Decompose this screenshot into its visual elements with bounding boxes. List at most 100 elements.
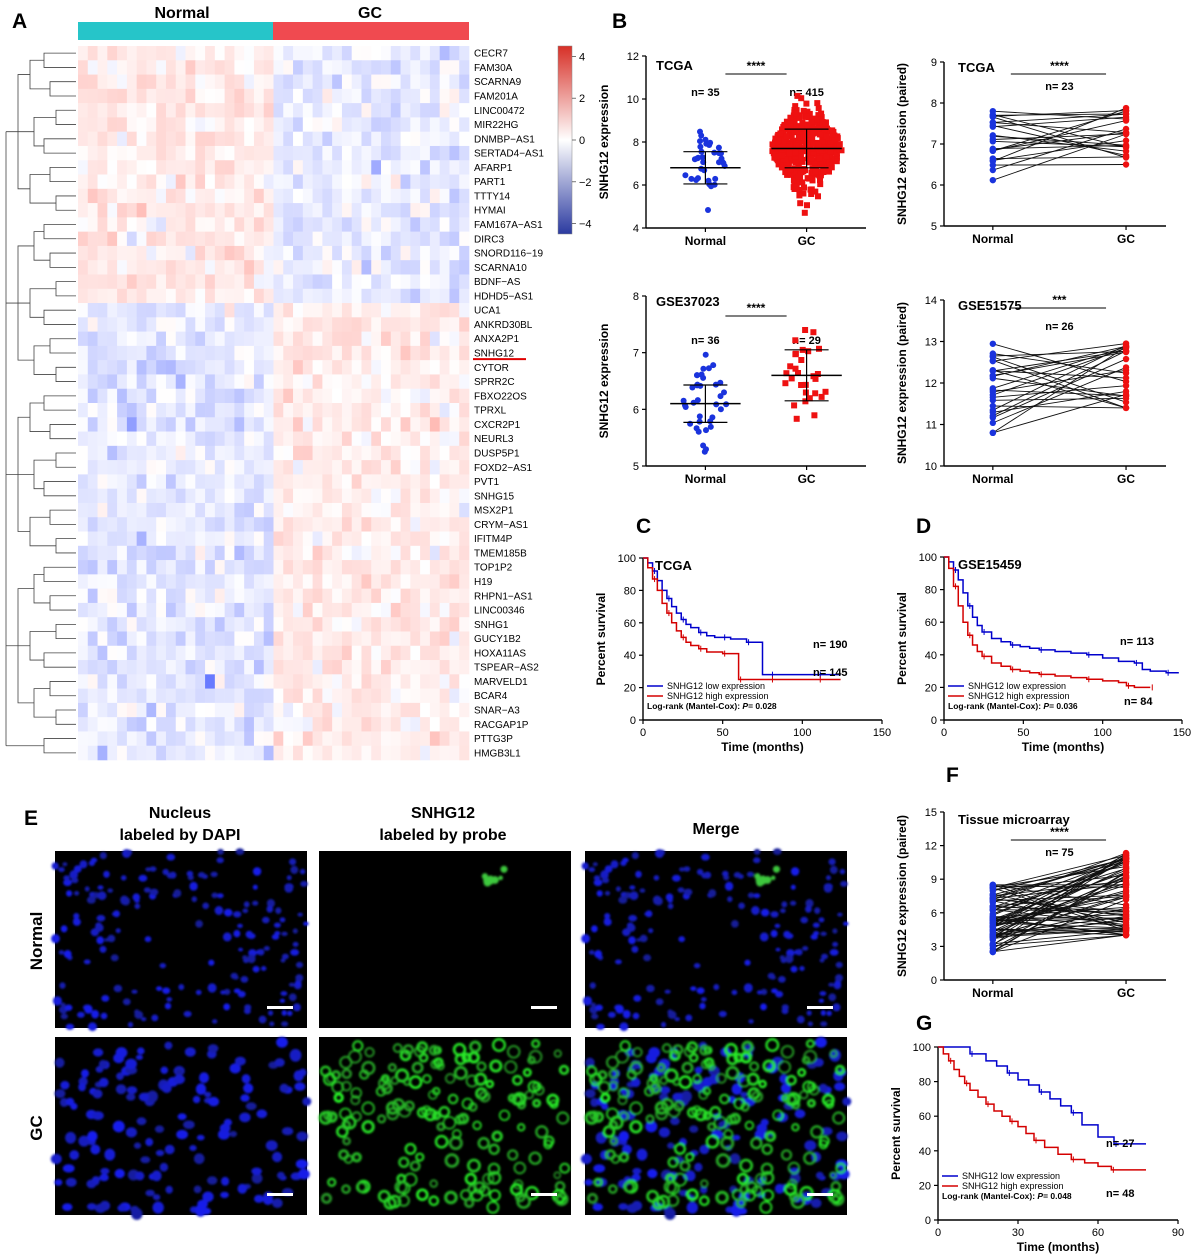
heatmap-cell xyxy=(400,745,411,761)
heatmap-cell xyxy=(97,588,108,604)
data-point xyxy=(716,159,722,166)
nucleus xyxy=(694,1162,703,1172)
probe-signal xyxy=(482,1173,495,1185)
heatmap-cell xyxy=(283,374,294,390)
heatmap-cell xyxy=(449,117,460,132)
nucleus xyxy=(790,900,797,906)
heatmap-cell xyxy=(195,517,206,532)
heatmap-cell xyxy=(322,702,333,718)
heatmap-cell xyxy=(371,702,382,718)
heatmap-cell xyxy=(420,717,431,732)
nucleus xyxy=(286,875,292,881)
heatmap-cell xyxy=(429,74,440,90)
heatmap-cell xyxy=(273,117,284,132)
nucleus xyxy=(130,1205,139,1214)
x-tick-label: 0 xyxy=(640,727,646,739)
heatmap-cell xyxy=(146,231,157,247)
heatmap-cell xyxy=(312,145,323,161)
heatmap-cell xyxy=(283,717,294,732)
heatmap-cell xyxy=(371,602,382,618)
heatmap-cell xyxy=(293,445,304,461)
heatmap-cell xyxy=(341,231,353,247)
gene-label: FOXD2−AS1 xyxy=(474,463,533,474)
nucleus xyxy=(693,963,701,969)
heatmap-cell xyxy=(263,474,274,489)
data-point xyxy=(770,144,777,151)
probe-signal xyxy=(355,1181,368,1193)
nucleus xyxy=(770,911,779,918)
heatmap-cell xyxy=(312,360,323,375)
y-tick-label: 7 xyxy=(633,348,639,360)
nucleus xyxy=(277,1171,285,1180)
nucleus xyxy=(281,953,289,960)
y-tick-label: 0 xyxy=(931,975,937,987)
heatmap-cell xyxy=(322,231,333,247)
heatmap-cell xyxy=(341,502,353,518)
heatmap-cell xyxy=(263,531,274,547)
data-point xyxy=(822,119,829,126)
heatmap-cell xyxy=(234,645,245,661)
heatmap-cell xyxy=(273,531,284,547)
nucleus xyxy=(62,862,68,867)
heatmap-cell xyxy=(136,602,147,618)
heatmap-cell xyxy=(312,545,323,561)
heatmap-cell xyxy=(205,560,216,575)
nucleus xyxy=(593,879,603,887)
nucleus xyxy=(774,923,781,929)
heatmap-cell xyxy=(302,602,313,618)
heatmap-cell xyxy=(312,131,323,147)
probe-signal xyxy=(527,1080,540,1093)
nucleus xyxy=(302,1097,312,1106)
heatmap-cell xyxy=(420,46,431,61)
nucleus xyxy=(593,875,601,881)
nucleus xyxy=(252,900,259,906)
heatmap-cell xyxy=(390,445,401,461)
gene-label: ANKRD30BL xyxy=(474,320,533,331)
heatmap-cell xyxy=(400,617,411,632)
heatmap-cell xyxy=(341,645,353,661)
heatmap-cell xyxy=(341,288,353,304)
probe-signal xyxy=(609,1115,624,1130)
gene-label: TMEM185B xyxy=(474,548,527,559)
heatmap-cell xyxy=(78,502,89,518)
nucleus xyxy=(252,965,260,973)
nucleus xyxy=(828,993,837,1002)
nucleus xyxy=(785,933,794,939)
data-point xyxy=(823,153,830,160)
nucleus xyxy=(88,1022,97,1032)
heatmap-cell xyxy=(107,517,118,532)
data-point xyxy=(787,166,794,173)
heatmap-cell xyxy=(136,545,147,561)
nucleus xyxy=(134,898,140,903)
heatmap-cell xyxy=(273,645,284,661)
heatmap-cell xyxy=(390,688,401,704)
nucleus xyxy=(87,1130,98,1142)
heatmap-cell xyxy=(273,345,284,361)
heatmap-cell xyxy=(420,345,431,361)
probe-signal xyxy=(461,1052,472,1063)
heatmap-cell xyxy=(351,303,362,318)
heatmap-cell xyxy=(107,431,118,447)
data-point xyxy=(705,177,712,184)
probe-signal xyxy=(491,1130,503,1142)
heatmap-cell xyxy=(253,117,265,132)
y-tick-label: 20 xyxy=(925,682,937,694)
heatmap-cell xyxy=(312,88,323,104)
nucleus xyxy=(289,858,297,866)
nucleus xyxy=(233,929,241,938)
probe-signal xyxy=(691,1105,702,1117)
probe-signal xyxy=(464,1197,475,1209)
heatmap-cell xyxy=(156,345,167,361)
heatmap-cell xyxy=(332,131,343,147)
heatmap-cell xyxy=(156,388,167,404)
heatmap-cell xyxy=(185,345,196,361)
heatmap-cell xyxy=(117,660,128,675)
heatmap-cell xyxy=(351,260,362,275)
heatmap-cell xyxy=(146,46,157,61)
heatmap-cell xyxy=(322,431,333,447)
probe-signal xyxy=(645,1114,655,1124)
heatmap-cell xyxy=(195,545,206,561)
heatmap-cell xyxy=(87,517,98,532)
pair-line xyxy=(992,156,1127,160)
nucleus xyxy=(256,1109,268,1119)
